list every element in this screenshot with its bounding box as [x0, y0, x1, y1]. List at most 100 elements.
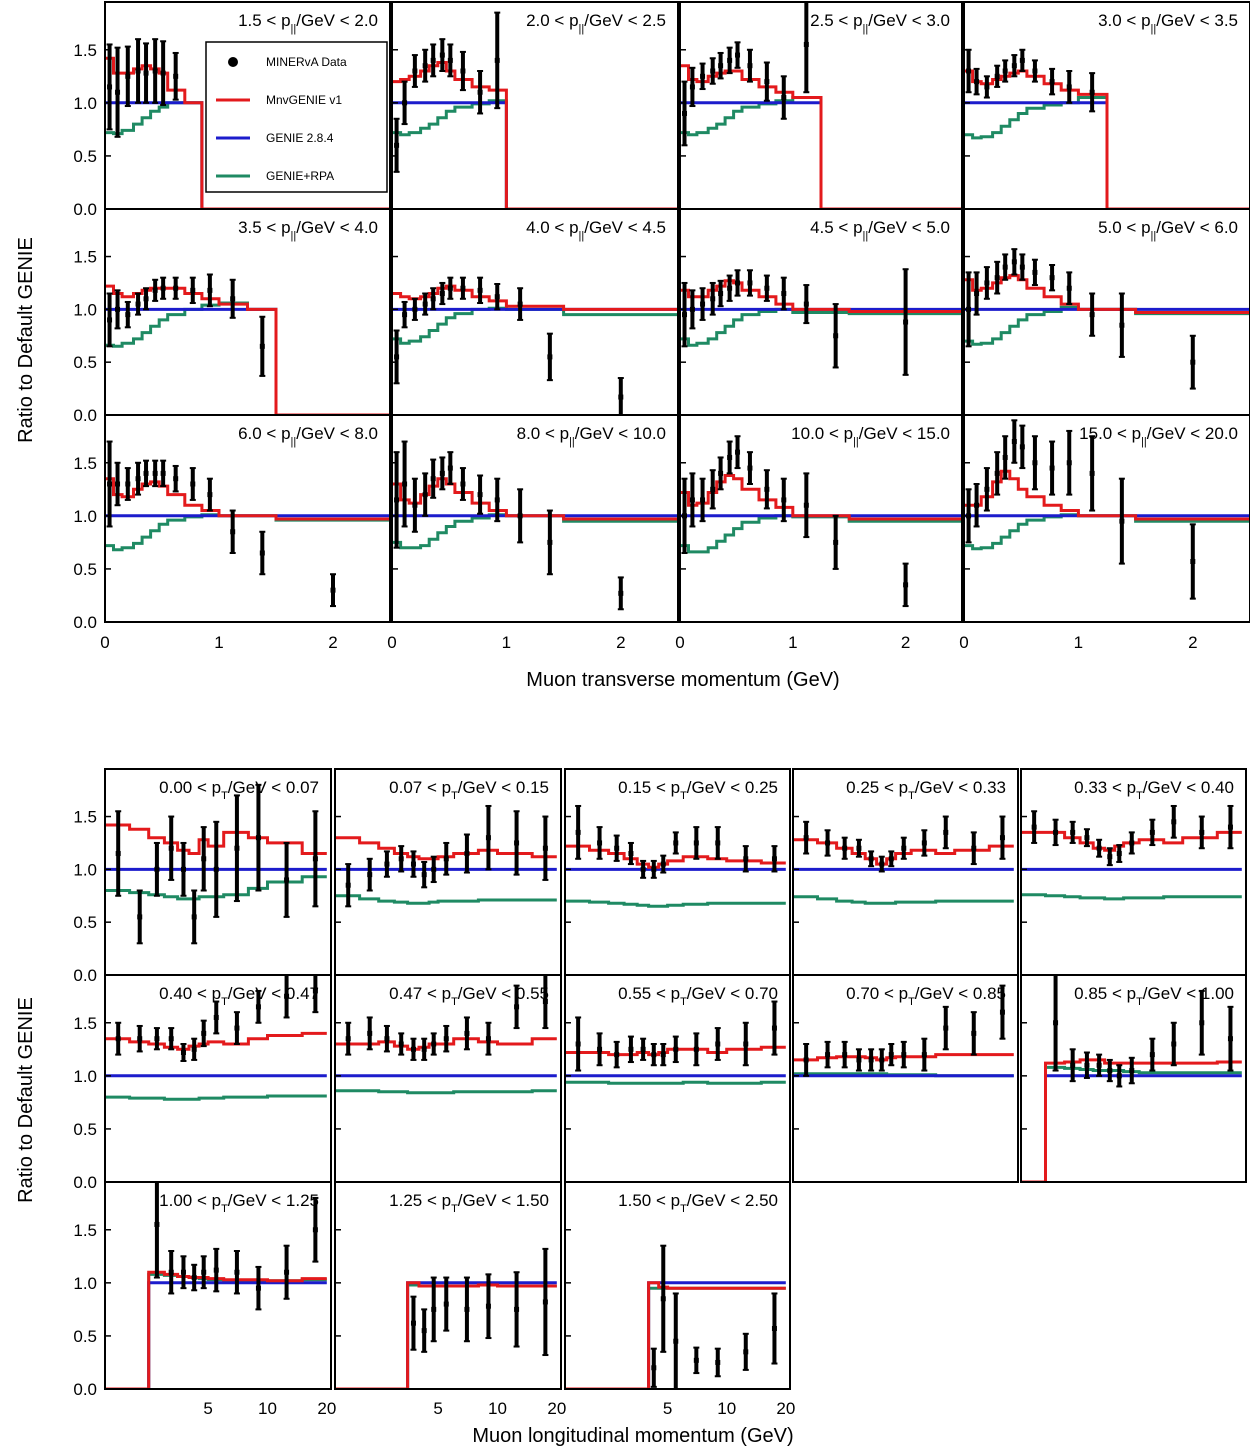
- data-point: [1198, 815, 1205, 850]
- data-point: [200, 1019, 207, 1048]
- panel-longitudinal-13: 1.50 < pT/GeV < 2.50: [564, 1181, 791, 1390]
- hist-mnv: [793, 838, 1014, 866]
- x-tick-label: 1: [788, 633, 797, 652]
- hist-rpa: [565, 899, 786, 908]
- data-point: [494, 11, 501, 110]
- x-tick-label: 5: [203, 1399, 212, 1418]
- hist-mnv: [105, 823, 327, 855]
- data-point: [660, 854, 667, 874]
- data-point: [1031, 435, 1038, 491]
- panel-title: 0.25 < pT/GeV < 0.33: [846, 778, 1006, 802]
- data-point: [878, 1048, 885, 1072]
- data-point: [888, 850, 895, 868]
- x-tick-label: 2: [901, 633, 910, 652]
- data-point: [999, 815, 1006, 860]
- data-point: [124, 45, 131, 108]
- data-point: [213, 1000, 220, 1035]
- data-point: [1106, 1058, 1113, 1083]
- data-point: [994, 260, 1001, 295]
- data-point: [714, 826, 721, 860]
- data-point: [855, 1048, 862, 1072]
- data-point: [742, 845, 749, 873]
- data-point: [259, 315, 266, 377]
- data-point: [513, 984, 520, 1030]
- data-point: [213, 820, 220, 918]
- y-tick-label: 0.5: [73, 147, 97, 166]
- data-point: [477, 276, 484, 305]
- data-point: [477, 70, 484, 115]
- data-point: [902, 268, 909, 376]
- hist-mnv: [105, 1031, 327, 1051]
- hist-rpa: [793, 895, 1014, 905]
- data-point: [189, 276, 196, 305]
- data-point: [233, 1250, 240, 1295]
- data-point: [180, 1255, 187, 1290]
- data-point: [114, 289, 121, 330]
- panel-title: 8.0 < p||/GeV < 10.0: [517, 424, 666, 448]
- hist-rpa: [392, 99, 678, 209]
- data-point: [763, 61, 770, 102]
- y-tick-label: 0.0: [73, 966, 97, 985]
- data-point: [855, 838, 862, 858]
- panel-title: 1.50 < pT/GeV < 2.50: [618, 1191, 778, 1215]
- data-point: [229, 278, 236, 319]
- data-point: [1069, 1048, 1076, 1083]
- data-point: [229, 509, 236, 554]
- x-axis-title-transverse: Muon transverse momentum (GeV): [526, 669, 839, 691]
- data-point: [714, 1027, 721, 1061]
- y-tick-label: 0.0: [73, 406, 97, 425]
- panel-longitudinal-9: 0.70 < pT/GeV < 0.85: [792, 974, 1019, 1183]
- y-tick-label: 1.5: [73, 1014, 97, 1033]
- data-point: [771, 1292, 778, 1365]
- data-point: [517, 287, 524, 321]
- data-point: [650, 1347, 657, 1388]
- panel-longitudinal-1: 0.00 < pT/GeV < 0.07: [104, 768, 332, 976]
- y-tick-label: 0.0: [73, 1173, 97, 1192]
- data-point: [345, 1021, 352, 1056]
- data-point: [921, 829, 928, 857]
- data-point: [726, 274, 733, 302]
- panel-frame: [679, 414, 963, 623]
- data-point: [709, 469, 716, 510]
- x-tick-label: 10: [258, 1399, 277, 1418]
- data-point: [366, 857, 373, 892]
- panel-plot-area: [680, 268, 962, 376]
- x-tick-label: 1: [1074, 633, 1083, 652]
- data-point: [824, 1040, 831, 1069]
- data-point: [709, 281, 716, 316]
- legend-box: [205, 41, 388, 193]
- data-point: [717, 279, 724, 308]
- data-point: [1011, 248, 1018, 276]
- panel-plot-area: [680, 435, 962, 608]
- data-point: [136, 889, 143, 945]
- data-point: [1052, 818, 1059, 847]
- data-point: [771, 1000, 778, 1056]
- data-point: [660, 1244, 667, 1353]
- data-point: [771, 845, 778, 873]
- data-point: [973, 483, 980, 528]
- panel-title: 0.85 < pT/GeV < 1.00: [1074, 984, 1234, 1008]
- data-point: [114, 461, 121, 507]
- y-tick-label: 0.0: [73, 200, 97, 219]
- data-point: [283, 1244, 290, 1300]
- data-point: [1019, 253, 1026, 281]
- x-tick-label: 1: [214, 633, 223, 652]
- panel-frame: [564, 1181, 791, 1390]
- data-point: [191, 1263, 198, 1292]
- x-tick-label: 0: [387, 633, 396, 652]
- panel-frame: [792, 768, 1019, 976]
- data-point: [1083, 828, 1090, 848]
- data-point: [1069, 820, 1076, 844]
- hist-mnv: [680, 64, 962, 209]
- data-point: [255, 989, 262, 1024]
- y-tick-label: 1.5: [73, 248, 97, 267]
- data-point: [401, 80, 408, 126]
- hist-genie: [392, 101, 678, 209]
- panel-title: 0.15 < pT/GeV < 0.25: [618, 778, 778, 802]
- data-point: [430, 1276, 437, 1343]
- panel-plot-area: [793, 815, 1014, 905]
- data-point: [124, 300, 131, 329]
- panel-longitudinal-5: 0.33 < pT/GeV < 0.40: [1020, 768, 1247, 976]
- data-point: [485, 1273, 492, 1340]
- data-point: [206, 477, 213, 512]
